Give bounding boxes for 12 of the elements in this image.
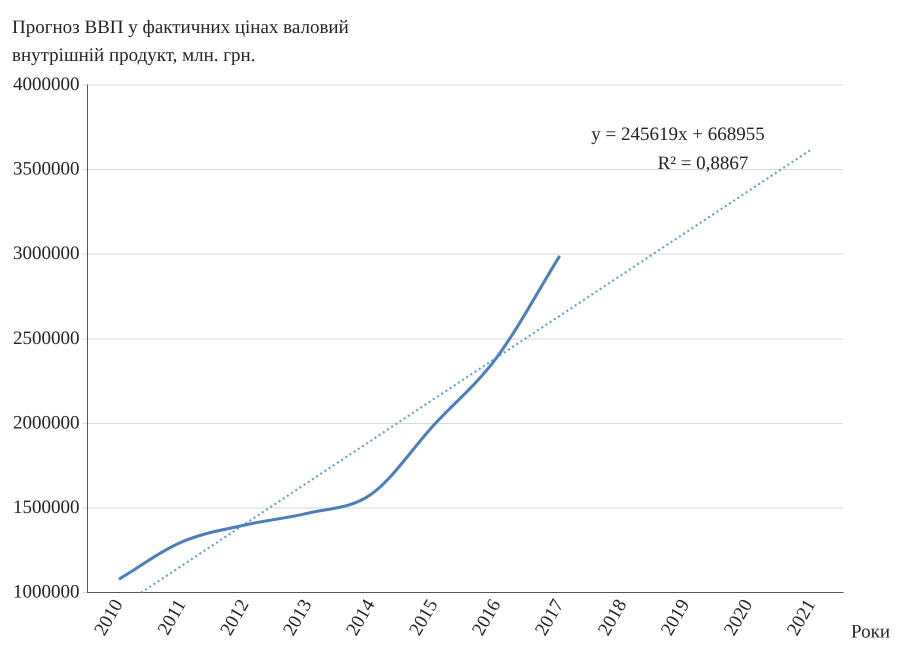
y-tick-label: 2500000: [13, 328, 80, 349]
y-tick-label: 3500000: [13, 158, 80, 180]
y-tick-label: 1500000: [13, 497, 80, 518]
line-series: [117, 254, 562, 581]
y-tick-label: 2000000: [13, 412, 80, 434]
y-tick-label: 4000000: [13, 74, 80, 95]
y-tick-label: 3000000: [13, 243, 80, 264]
annotation: R² = 0,8867: [658, 152, 748, 174]
annotation: y = 245619x + 668955: [591, 124, 765, 145]
y-tick-label: 1000000: [13, 582, 80, 603]
x-axis-title: Роки: [851, 622, 890, 643]
chart-title: Прогноз ВВП у фактичних цінах валовий внутрішній продукт, млн. грн.: [12, 16, 350, 68]
